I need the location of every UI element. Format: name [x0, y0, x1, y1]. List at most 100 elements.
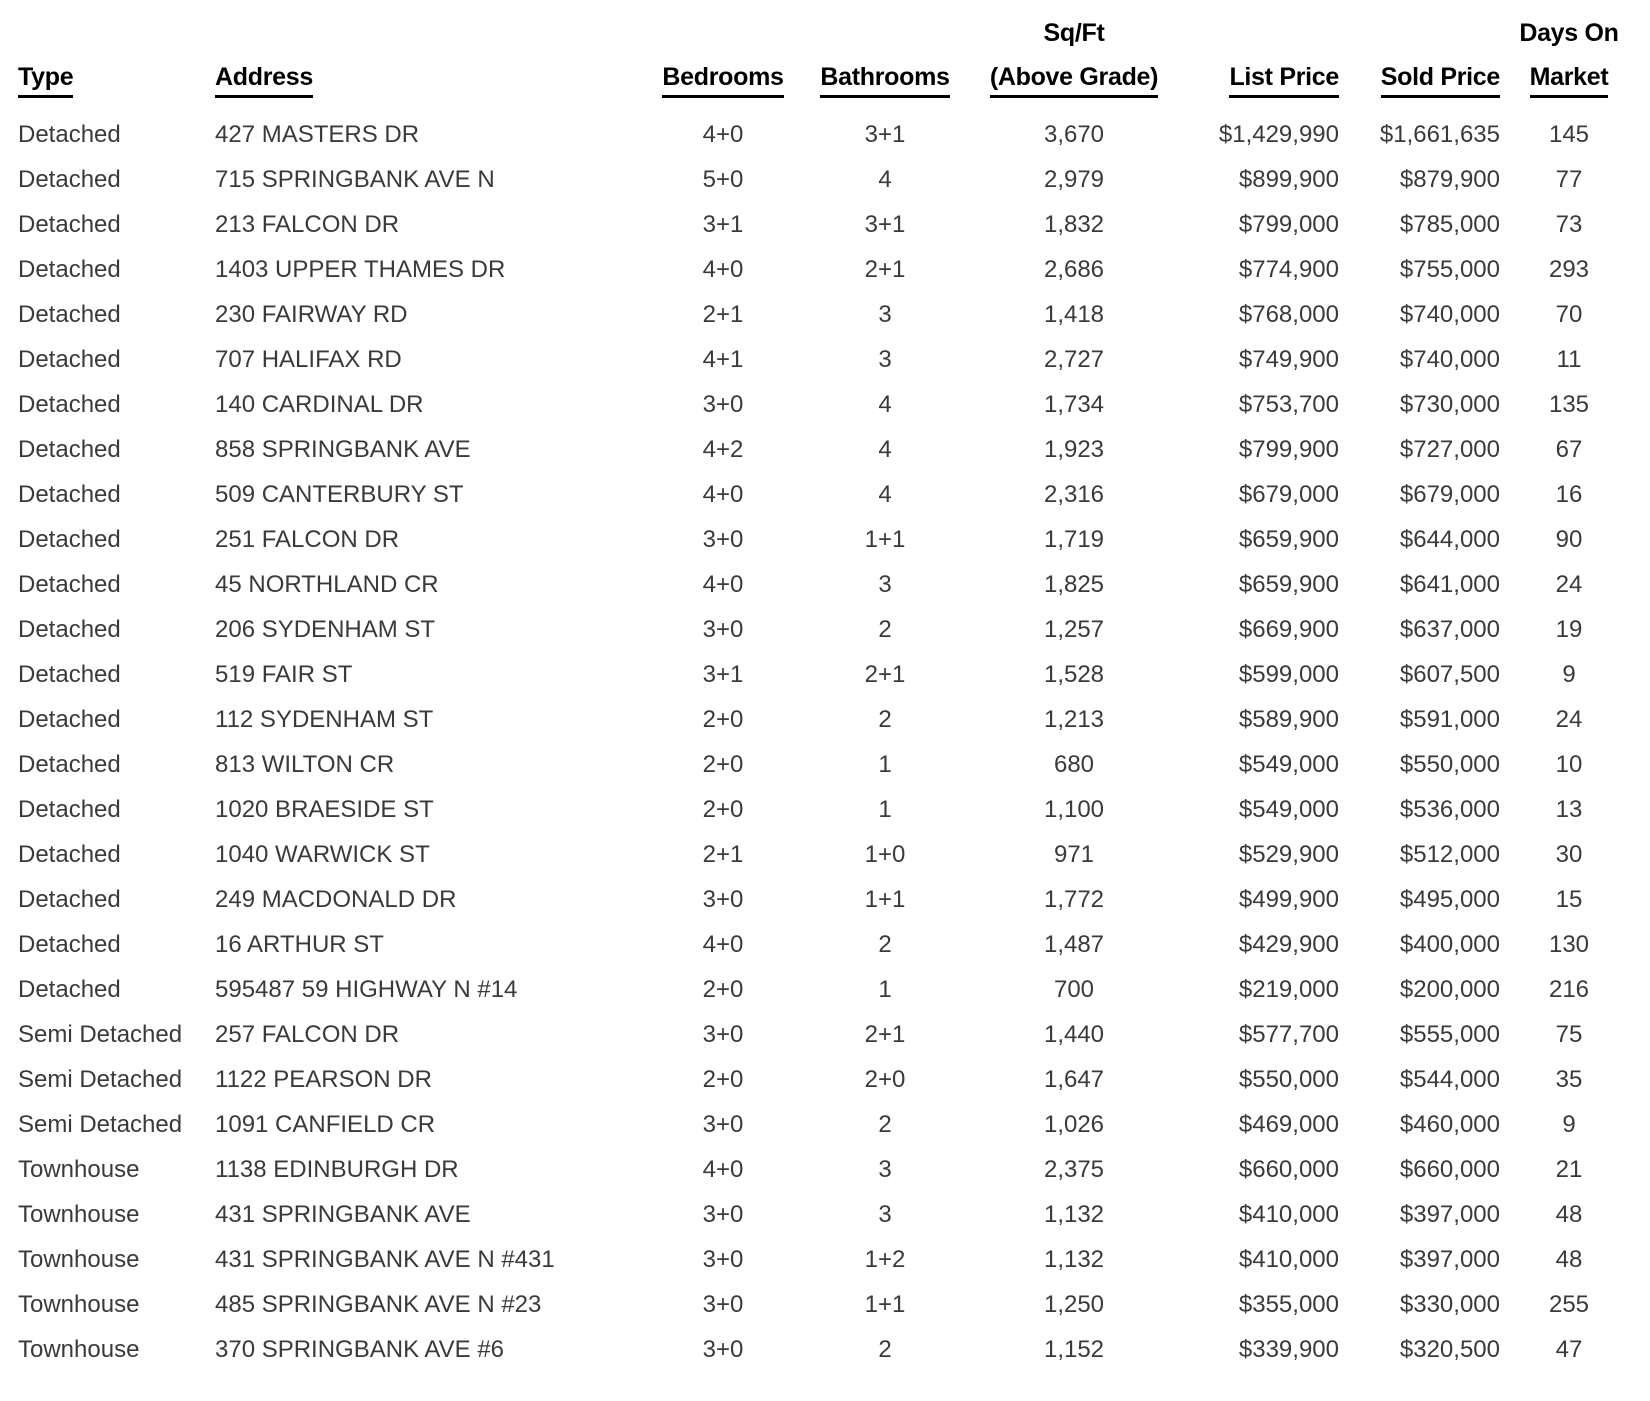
cell-sold-price: $495,000 — [1399, 885, 1500, 913]
cell-address: 16 ARTHUR ST — [215, 930, 384, 958]
cell-type: Detached — [18, 930, 121, 958]
cell-address: 257 FALCON DR — [215, 1020, 400, 1048]
cell-sqft: 1,213 — [1043, 705, 1105, 733]
cell-days-on-market: 13 — [1555, 795, 1583, 823]
cell-bathrooms: 2 — [878, 1110, 892, 1138]
cell-address: 1091 CANFIELD CR — [215, 1110, 436, 1138]
cell-sqft: 1,832 — [1043, 210, 1105, 238]
table-header: Type Address Bedrooms Bathrooms Sq/Ft (Above … — [0, 10, 1650, 112]
cell-days-on-market: 75 — [1555, 1020, 1583, 1048]
column-header-label: Type — [18, 63, 74, 98]
cell-days-on-market: 16 — [1555, 480, 1583, 508]
cell-bathrooms: 1 — [878, 975, 892, 1003]
cell-bathrooms: 2+1 — [864, 1020, 906, 1048]
cell-list-price: $469,000 — [1238, 1110, 1339, 1138]
column-header-address: Address — [215, 10, 635, 112]
cell-days-on-market: 9 — [1562, 660, 1576, 688]
cell-list-price: $679,000 — [1238, 480, 1339, 508]
cell-bedrooms: 4+1 — [702, 345, 744, 373]
table-row: Detached 1040 WARWICK ST 2+1 1+0 971 $529,900… — [0, 832, 1650, 877]
cell-days-on-market: 70 — [1555, 300, 1583, 328]
cell-sold-price: $200,000 — [1399, 975, 1500, 1003]
cell-bedrooms: 3+0 — [702, 1335, 744, 1363]
table-row: Semi Detached 1122 PEARSON DR 2+0 2+0 1,647 $… — [0, 1057, 1650, 1102]
cell-bathrooms: 1 — [878, 750, 892, 778]
cell-address: 431 SPRINGBANK AVE N #431 — [215, 1245, 555, 1273]
cell-sold-price: $591,000 — [1399, 705, 1500, 733]
table-row: Detached 519 FAIR ST 3+1 2+1 1,528 $599,000 $6… — [0, 652, 1650, 697]
cell-bedrooms: 4+0 — [702, 1155, 744, 1183]
sold-listings-table: Type Address Bedrooms Bathrooms Sq/Ft (Above … — [0, 10, 1650, 1372]
cell-address: 213 FALCON DR — [215, 210, 400, 238]
column-header-label: (Above Grade) — [989, 63, 1158, 98]
cell-sqft: 1,026 — [1043, 1110, 1105, 1138]
column-header-bathrooms: Bathrooms — [811, 10, 959, 112]
cell-address: 427 MASTERS DR — [215, 120, 420, 148]
cell-sold-price: $397,000 — [1399, 1245, 1500, 1273]
cell-days-on-market: 9 — [1562, 1110, 1576, 1138]
cell-type: Detached — [18, 615, 121, 643]
table-row: Townhouse 431 SPRINGBANK AVE 3+0 3 1,132 $410… — [0, 1192, 1650, 1237]
cell-list-price: $429,900 — [1238, 930, 1339, 958]
cell-sqft: 1,734 — [1043, 390, 1105, 418]
cell-address: 519 FAIR ST — [215, 660, 353, 688]
cell-bathrooms: 4 — [878, 435, 892, 463]
cell-bedrooms: 4+0 — [702, 930, 744, 958]
cell-days-on-market: 19 — [1555, 615, 1583, 643]
table-row: Detached 45 NORTHLAND CR 4+0 3 1,825 $659,900… — [0, 562, 1650, 607]
cell-sold-price: $460,000 — [1399, 1110, 1500, 1138]
cell-sold-price: $400,000 — [1399, 930, 1500, 958]
cell-bathrooms: 2 — [878, 705, 892, 733]
column-header-label: Bedrooms — [662, 63, 784, 98]
cell-bedrooms: 3+0 — [702, 1110, 744, 1138]
cell-address: 485 SPRINGBANK AVE N #23 — [215, 1290, 542, 1318]
cell-days-on-market: 48 — [1555, 1200, 1583, 1228]
cell-sold-price: $727,000 — [1399, 435, 1500, 463]
cell-sold-price: $740,000 — [1399, 300, 1500, 328]
cell-type: Detached — [18, 750, 121, 778]
cell-sold-price: $755,000 — [1399, 255, 1500, 283]
cell-sqft: 2,375 — [1043, 1155, 1105, 1183]
cell-sqft: 971 — [1053, 840, 1095, 868]
cell-bathrooms: 3 — [878, 570, 892, 598]
table-row: Detached 715 SPRINGBANK AVE N 5+0 4 2,979 $89… — [0, 157, 1650, 202]
cell-days-on-market: 10 — [1555, 750, 1583, 778]
cell-address: 251 FALCON DR — [215, 525, 400, 553]
cell-sqft: 1,132 — [1043, 1245, 1105, 1273]
cell-address: 813 WILTON CR — [215, 750, 395, 778]
cell-days-on-market: 216 — [1548, 975, 1590, 1003]
cell-list-price: $1,429,990 — [1218, 120, 1339, 148]
cell-bedrooms: 2+0 — [702, 1065, 744, 1093]
cell-type: Townhouse — [18, 1200, 140, 1228]
cell-list-price: $589,900 — [1238, 705, 1339, 733]
cell-sqft: 700 — [1053, 975, 1095, 1003]
cell-bedrooms: 4+0 — [702, 255, 744, 283]
cell-bedrooms: 2+0 — [702, 705, 744, 733]
column-header-label: List Price — [1229, 63, 1339, 98]
cell-list-price: $599,000 — [1238, 660, 1339, 688]
cell-days-on-market: 47 — [1555, 1335, 1583, 1363]
table-row: Detached 595487 59 HIGHWAY N #14 2+0 1 700 $2… — [0, 967, 1650, 1012]
cell-type: Detached — [18, 120, 121, 148]
cell-type: Detached — [18, 705, 121, 733]
table-row: Detached 707 HALIFAX RD 4+1 3 2,727 $749,900 $… — [0, 337, 1650, 382]
column-header-type: Type — [0, 10, 215, 112]
cell-sqft: 1,487 — [1043, 930, 1105, 958]
cell-bathrooms: 1+1 — [864, 885, 906, 913]
cell-address: 140 CARDINAL DR — [215, 390, 424, 418]
cell-sold-price: $740,000 — [1399, 345, 1500, 373]
cell-address: 45 NORTHLAND CR — [215, 570, 439, 598]
cell-type: Townhouse — [18, 1335, 140, 1363]
cell-type: Townhouse — [18, 1245, 140, 1273]
cell-bedrooms: 4+2 — [702, 435, 744, 463]
cell-address: 1138 EDINBURGH DR — [215, 1155, 459, 1183]
cell-list-price: $799,000 — [1238, 210, 1339, 238]
cell-type: Townhouse — [18, 1155, 140, 1183]
cell-bedrooms: 5+0 — [702, 165, 744, 193]
cell-days-on-market: 30 — [1555, 840, 1583, 868]
cell-list-price: $749,900 — [1238, 345, 1339, 373]
cell-bedrooms: 3+0 — [702, 525, 744, 553]
column-header-label: Sold Price — [1380, 63, 1500, 98]
cell-list-price: $549,000 — [1238, 795, 1339, 823]
cell-list-price: $768,000 — [1238, 300, 1339, 328]
